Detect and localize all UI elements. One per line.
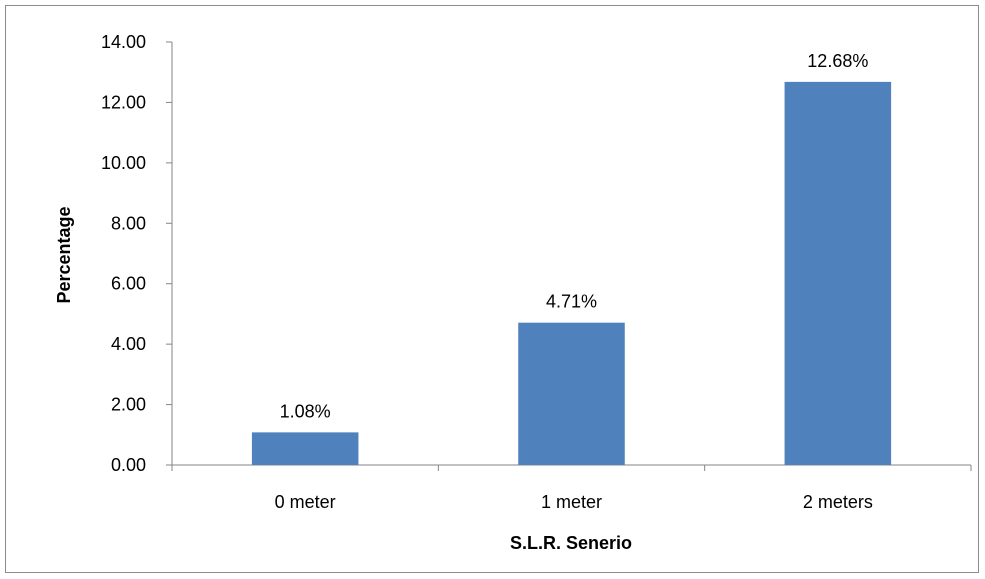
bar [251,432,359,465]
y-tick-label: 12.00 [101,92,146,112]
y-axis: 0.00 2.00 4.00 6.00 8.00 10.00 12.00 14.00 [101,32,173,475]
data-labels: 1.08% 4.71% 12.68% [280,51,869,421]
bar [518,322,625,465]
x-axis: 0 meter 1 meter 2 meters [171,464,972,512]
x-tick-label: 0 meter [275,492,336,512]
y-tick-label: 8.00 [111,213,146,233]
bar [784,81,892,465]
y-tick-label: 10.00 [101,153,146,173]
y-tick-label: 0.00 [111,455,146,475]
bars [251,81,892,465]
y-tick-label: 4.00 [111,334,146,354]
data-label: 4.71% [546,292,597,312]
x-tick-label: 2 meters [803,492,873,512]
data-label: 12.68% [807,51,868,71]
data-label: 1.08% [280,401,331,421]
y-axis-title: Percentage [54,206,74,303]
y-tick-label: 2.00 [111,395,146,415]
y-tick-label: 14.00 [101,32,146,52]
y-tick-label: 6.00 [111,274,146,294]
x-axis-title: S.L.R. Senerio [510,533,632,553]
x-tick-label: 1 meter [541,492,602,512]
